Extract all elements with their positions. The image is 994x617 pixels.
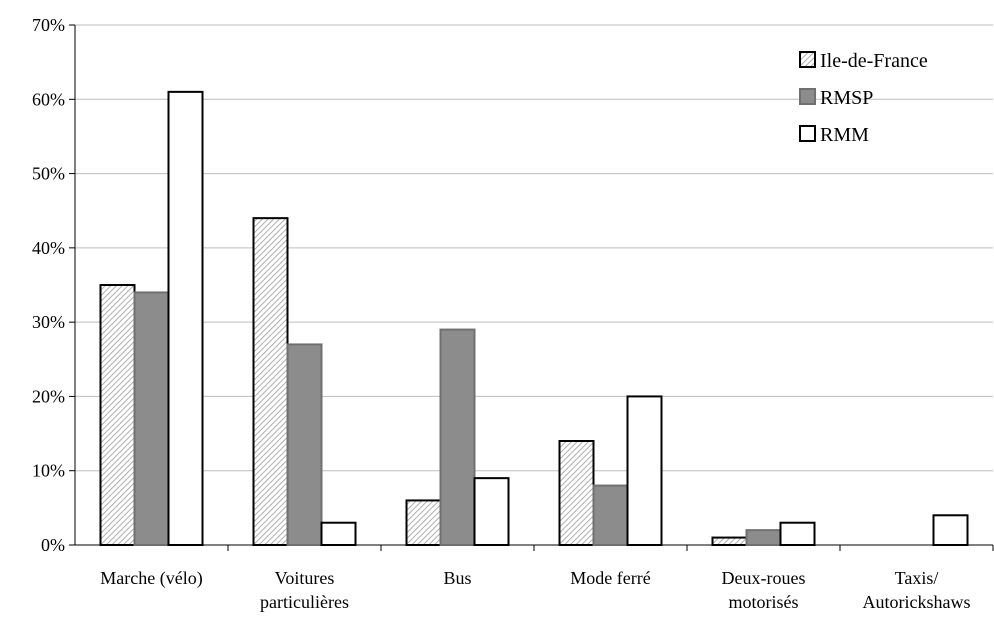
y-tick-label: 10% <box>32 461 65 481</box>
bar-rmsp <box>286 343 323 546</box>
bar-ile-de-france <box>558 440 595 546</box>
bar-rmm <box>932 514 969 546</box>
x-category-label: particulières <box>260 592 349 612</box>
tick-labels: 0% 10% 20% 30% 40% 50% 60% 70% Marche (vélo) Voit… <box>32 15 970 612</box>
legend-swatch <box>799 125 816 142</box>
gridlines <box>75 24 993 472</box>
y-tick-label: 0% <box>41 535 65 555</box>
legend-label: RMSP <box>820 87 873 109</box>
bar-rmsp <box>592 484 629 547</box>
bar-rmsp <box>745 529 782 547</box>
y-tick-label: 50% <box>32 164 65 184</box>
y-tick-label: 30% <box>32 312 65 332</box>
legend-swatch <box>799 51 816 68</box>
y-tick-label: 40% <box>32 238 65 258</box>
x-category-label: Taxis/ <box>895 568 939 588</box>
x-category-label: Marche (vélo) <box>100 568 202 589</box>
legend-label: RMM <box>820 124 869 146</box>
axes <box>69 24 994 551</box>
x-category-label: Bus <box>443 568 471 588</box>
legend-label: Ile-de-France <box>820 50 928 72</box>
bars <box>99 90 969 547</box>
bar-rmm <box>779 521 816 547</box>
bar-ile-de-france <box>711 536 748 546</box>
x-category-label: Voitures <box>275 568 335 588</box>
x-category-label: Autorickshaws <box>863 592 971 612</box>
bar-rmsp <box>439 328 476 547</box>
bar-ile-de-france <box>405 499 442 546</box>
x-category-label: Deux-roues <box>722 568 806 588</box>
bar-rmm <box>167 90 204 546</box>
bar-rmm <box>320 521 357 547</box>
x-category-label: motorisés <box>729 592 799 612</box>
x-category-label: Mode ferré <box>570 568 650 588</box>
legend-swatch <box>799 88 816 105</box>
y-tick-label: 70% <box>32 15 65 35</box>
y-tick-label: 20% <box>32 386 65 406</box>
bar-rmm <box>626 395 663 546</box>
bar-ile-de-france <box>99 284 136 546</box>
y-tick-label: 60% <box>32 89 65 109</box>
bar-rmm <box>473 477 510 546</box>
bar-rmsp <box>133 291 170 546</box>
bar-ile-de-france <box>252 217 289 546</box>
legend: Ile-de-France RMSP RMM <box>799 50 928 146</box>
